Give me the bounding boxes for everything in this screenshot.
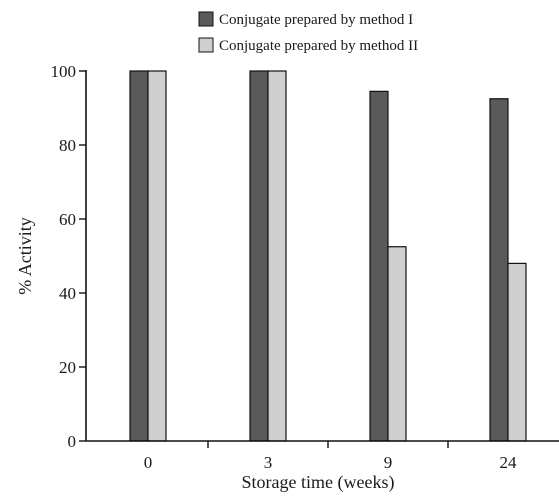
y-tick-label-80: 80 <box>59 136 76 155</box>
bar-method-1-week-0 <box>129 70 149 442</box>
x-tick-label-week-0: 0 <box>144 453 153 472</box>
legend-label-method-1: Conjugate prepared by method I <box>219 12 413 28</box>
axes-group <box>85 70 559 442</box>
x-tick-label-week-3: 3 <box>264 453 273 472</box>
bar-method-2-week-24 <box>507 262 527 442</box>
bar-method-1-week-9 <box>369 90 389 442</box>
x-tick-label-week-24: 24 <box>500 453 518 472</box>
bar-method-1-week-3 <box>249 70 269 442</box>
legend: Conjugate prepared by method I Conjugate… <box>198 11 418 54</box>
bar-method-2-week-0 <box>147 70 167 442</box>
y-tick-label-40: 40 <box>59 284 76 303</box>
x-tick-label-week-9: 9 <box>384 453 393 472</box>
y-tick-label-0: 0 <box>68 432 77 451</box>
bar-method-2-week-3 <box>267 70 287 442</box>
bar-method-2-week-9 <box>387 246 407 442</box>
ticks-group: 0 20 40 60 80 100 0 3 9 24 <box>51 62 518 472</box>
legend-swatch-method-1 <box>198 11 214 27</box>
legend-label-method-2: Conjugate prepared by method II <box>219 38 418 54</box>
legend-swatch-method-2 <box>198 37 214 53</box>
y-tick-label-100: 100 <box>51 62 77 81</box>
y-axis-title: % Activity <box>15 217 35 295</box>
x-axis-title: Storage time (weeks) <box>242 472 395 493</box>
y-tick-label-60: 60 <box>59 210 76 229</box>
y-tick-label-20: 20 <box>59 358 76 377</box>
bars-group <box>129 70 527 442</box>
bar-method-1-week-24 <box>489 98 509 442</box>
